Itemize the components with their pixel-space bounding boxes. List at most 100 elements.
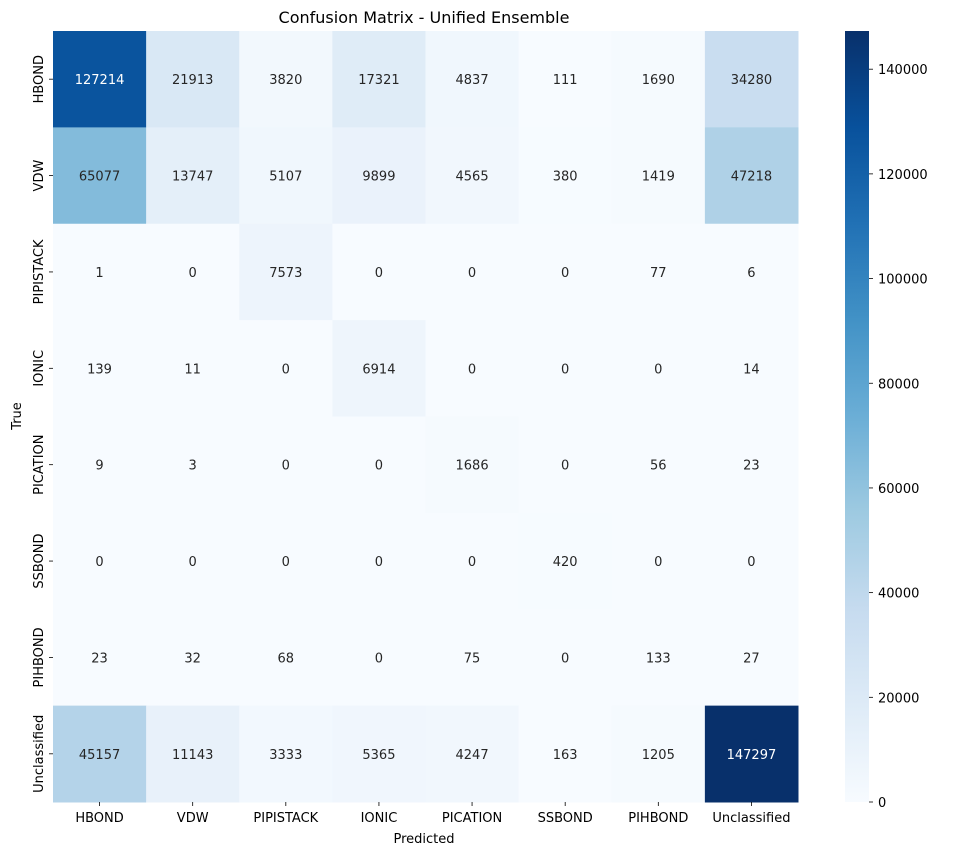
heatmap-cell xyxy=(146,223,240,321)
heatmap-cell xyxy=(146,512,240,610)
heatmap-cell xyxy=(704,609,799,707)
cell-value-label: 1205 xyxy=(642,748,675,763)
cell-value-label: 0 xyxy=(747,555,755,570)
cell-value-label: 23 xyxy=(743,459,760,474)
heatmap-cell xyxy=(518,416,613,514)
heatmap-cell xyxy=(611,320,706,417)
heatmap-cell xyxy=(518,609,613,707)
heatmap-cell xyxy=(425,609,520,707)
x-tick-label: PIPISTACK xyxy=(253,811,318,826)
colorbar-tick-label: 0 xyxy=(878,796,886,811)
y-tick-label: PIPISTACK xyxy=(32,239,47,304)
cell-value-label: 32 xyxy=(184,651,201,666)
cell-value-label: 0 xyxy=(95,555,103,570)
y-tick-label: IONIC xyxy=(32,350,47,387)
cell-value-label: 0 xyxy=(468,555,476,570)
heatmap-cell xyxy=(146,31,240,128)
chart-title: Confusion Matrix - Unified Ensemble xyxy=(279,8,570,27)
cell-value-label: 47218 xyxy=(731,170,772,185)
heatmap-cell xyxy=(611,705,706,803)
cell-value-label: 0 xyxy=(282,362,290,377)
cell-value-label: 1419 xyxy=(642,170,675,185)
cell-value-label: 1690 xyxy=(642,73,675,88)
cell-value-label: 0 xyxy=(189,266,197,281)
cell-value-label: 5365 xyxy=(362,748,395,763)
colorbar xyxy=(845,31,869,802)
cell-value-label: 1686 xyxy=(456,459,489,474)
cell-value-label: 4565 xyxy=(456,170,489,185)
heatmap-cell xyxy=(611,223,706,321)
heatmap-cell xyxy=(53,127,147,225)
cell-value-label: 0 xyxy=(375,555,383,570)
y-axis-ticks: HBOND VDW PIPISTACK IONIC PICATION SSBOND PIHB… xyxy=(32,55,53,793)
colorbar-tick-label: 40000 xyxy=(878,587,919,602)
colorbar-tick-label: 140000 xyxy=(878,63,928,78)
cell-value-label: 4837 xyxy=(456,73,489,88)
x-tick-label: VDW xyxy=(177,811,209,826)
heatmap-cell xyxy=(704,512,799,610)
heatmap-cell xyxy=(425,705,520,803)
heatmap-cell xyxy=(53,512,147,610)
heatmap-cell xyxy=(53,416,147,514)
heatmap-cell xyxy=(518,127,613,225)
x-tick-label: PIHBOND xyxy=(628,811,688,826)
cell-value-label: 3820 xyxy=(269,73,302,88)
heatmap-cell xyxy=(332,223,426,321)
heatmap-cell xyxy=(332,512,426,610)
cell-value-label: 9899 xyxy=(362,170,395,185)
heatmap-cell xyxy=(53,320,147,417)
heatmap-cell xyxy=(239,320,333,417)
cell-value-label: 9 xyxy=(95,459,103,474)
cell-value-label: 163 xyxy=(553,748,578,763)
cell-value-label: 27 xyxy=(743,651,760,666)
cell-value-label: 1 xyxy=(95,266,103,281)
colorbar-ticks: 0 20000 40000 60000 80000 100000 120000 140000 xyxy=(869,63,928,811)
cell-value-label: 77 xyxy=(650,266,667,281)
cell-value-label: 0 xyxy=(561,651,569,666)
heatmap-cell xyxy=(425,31,520,128)
heatmap-cell xyxy=(239,127,333,225)
cell-value-label: 0 xyxy=(282,555,290,570)
heatmap-cell xyxy=(146,705,240,803)
cell-value-label: 139 xyxy=(87,362,112,377)
y-tick-label: PICATION xyxy=(32,435,47,495)
x-tick-label: Unclassified xyxy=(712,811,790,826)
heatmap-cell xyxy=(518,31,613,128)
x-axis-ticks: HBOND VDW PIPISTACK IONIC PICATION SSBOND PIHB… xyxy=(75,802,790,826)
cell-value-label: 6914 xyxy=(362,362,395,377)
cell-value-label: 3333 xyxy=(269,748,302,763)
colorbar-tick-label: 100000 xyxy=(878,273,928,288)
heatmap-cell xyxy=(704,320,799,417)
colorbar-tick-label: 20000 xyxy=(878,691,919,706)
heatmap-cell xyxy=(518,512,613,610)
cell-value-label: 0 xyxy=(468,362,476,377)
heatmap-cell xyxy=(425,320,520,417)
heatmap-cell xyxy=(518,705,613,803)
heatmap-cell xyxy=(53,705,147,803)
cell-value-label: 17321 xyxy=(358,73,399,88)
cell-value-label: 21913 xyxy=(172,73,213,88)
cell-value-label: 420 xyxy=(553,555,578,570)
cell-value-label: 0 xyxy=(654,362,662,377)
cell-value-label: 34280 xyxy=(731,73,772,88)
cell-value-label: 13747 xyxy=(172,170,213,185)
heatmap-cell xyxy=(53,223,147,321)
heatmap-cell xyxy=(53,609,147,707)
heatmap-cell xyxy=(239,609,333,707)
y-axis-label: True xyxy=(10,402,25,431)
cell-value-label: 7573 xyxy=(269,266,302,281)
cell-value-label: 0 xyxy=(282,459,290,474)
colorbar-tick-label: 120000 xyxy=(878,168,928,183)
heatmap-cell xyxy=(518,223,613,321)
x-tick-label: PICATION xyxy=(442,811,502,826)
x-axis-label: Predicted xyxy=(393,832,454,847)
cell-value-label: 111 xyxy=(553,73,578,88)
cell-value-label: 3 xyxy=(189,459,197,474)
heatmap-cell xyxy=(332,31,426,128)
cell-value-label: 0 xyxy=(561,459,569,474)
y-tick-label: PIHBOND xyxy=(32,627,47,687)
cell-value-label: 380 xyxy=(553,170,578,185)
y-tick-label: HBOND xyxy=(32,55,47,103)
heatmap-cell xyxy=(332,705,426,803)
heatmap-cell xyxy=(425,223,520,321)
